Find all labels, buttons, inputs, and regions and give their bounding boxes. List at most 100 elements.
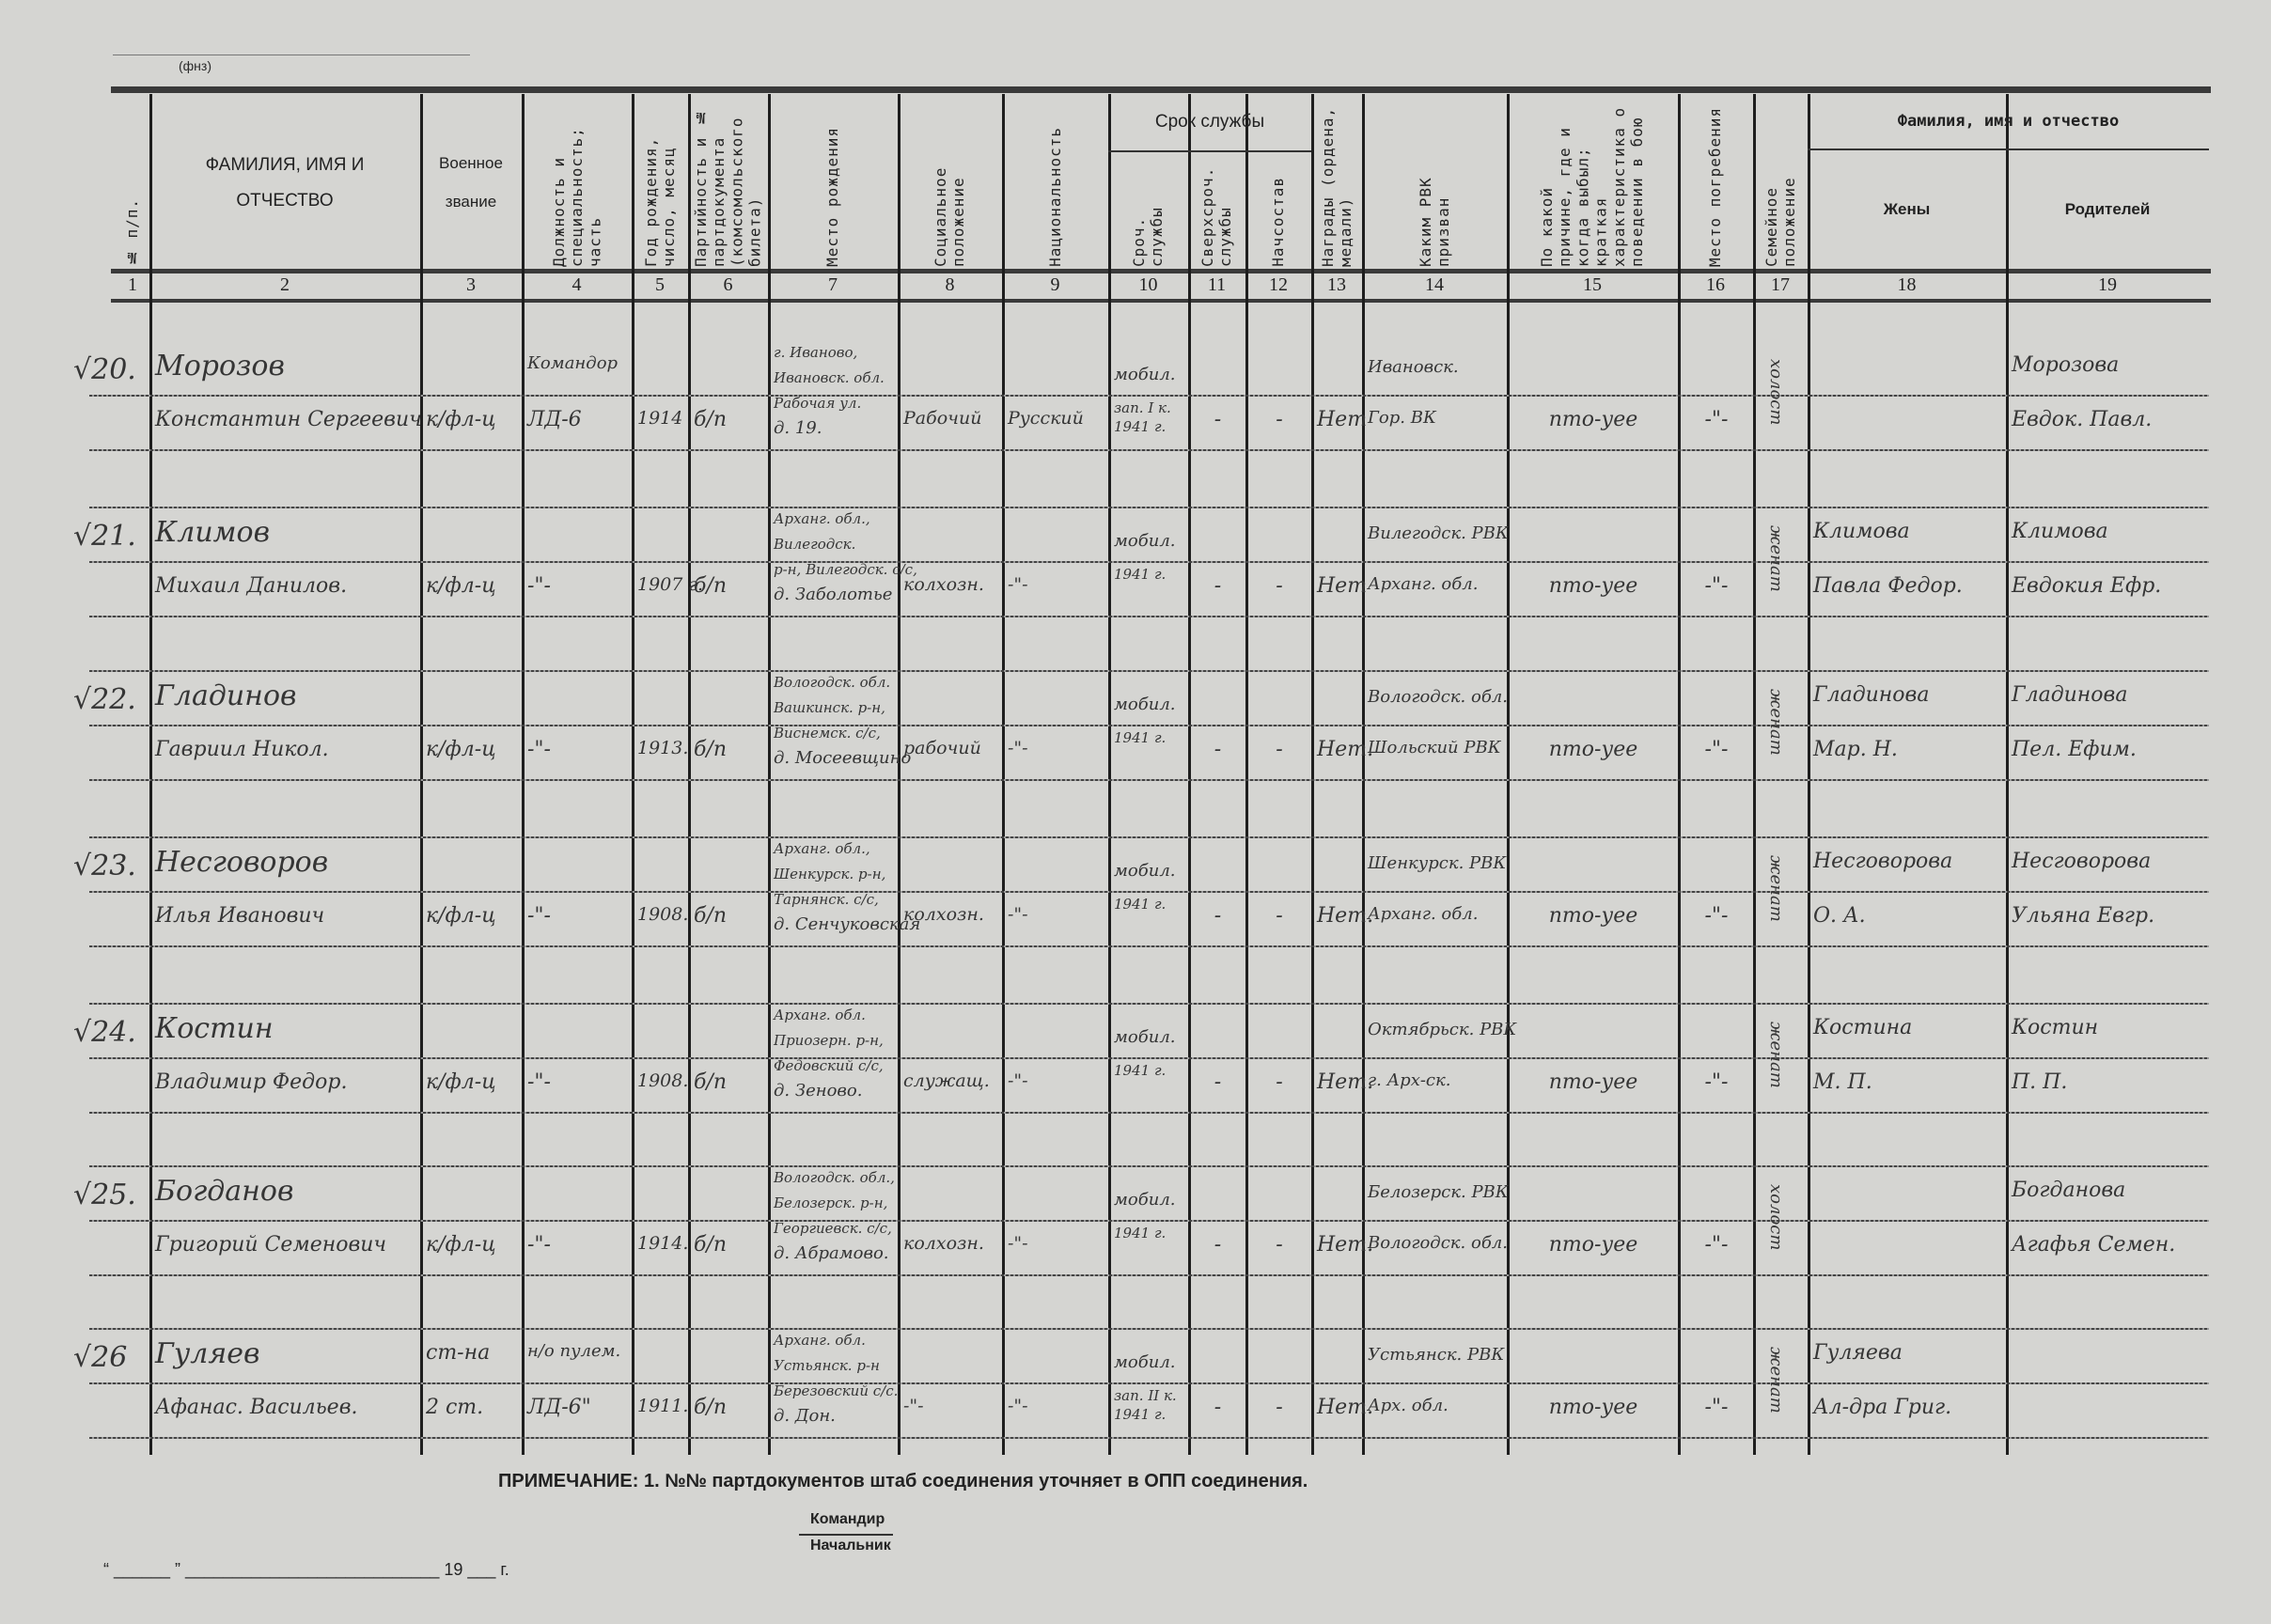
given-names: Владимир Федор. [155, 1070, 348, 1094]
row-rule [89, 1112, 2209, 1114]
parents-name: Пел. Ефим. [2012, 738, 2137, 761]
nationality: -"- [1008, 904, 1028, 925]
party: б/п [694, 904, 728, 928]
rank-line2: 2 ст. [426, 1396, 484, 1419]
column-number: 10 [1138, 274, 1158, 295]
column-number: 14 [1425, 274, 1444, 295]
entry-number: √22. [73, 683, 136, 716]
column-number: 2 [280, 274, 290, 295]
column-divider [1808, 94, 1810, 1455]
awards: Нет [1317, 408, 1368, 431]
awards: Нет. [1317, 904, 1374, 928]
header-c9: Национальность [1002, 94, 1108, 267]
header-label: Национальность [1045, 127, 1064, 267]
position-line1: н/о пулем. [527, 1341, 621, 1361]
reason: пто-уее [1548, 1233, 1638, 1257]
birth-year: 1914. [637, 1233, 689, 1254]
header-c8: Социальное положение [898, 94, 1002, 267]
row-rule [89, 945, 2209, 947]
birthplace-line: р-н, Вилегодск. с/с, [774, 561, 917, 578]
column-number: 6 [723, 274, 733, 295]
parents-name: Евдокия Ефр. [2012, 574, 2162, 598]
rvk-line2: Гор. ВК [1368, 408, 1436, 428]
entry-number: √26 [73, 1341, 128, 1374]
birthplace-line: д. Сенчуковская [774, 914, 921, 934]
signature-divider [799, 1534, 893, 1536]
header-c11: Сверхсроч. службы [1188, 152, 1245, 267]
service-line2: 1941 г. [1114, 1225, 1167, 1241]
surname: Гуляев [155, 1337, 260, 1370]
reason: пто-уее [1548, 904, 1638, 928]
birth-year: 1908. [637, 1070, 689, 1091]
rank-line2: к/фл-ц [426, 408, 496, 431]
position-line2: ЛД-6 [527, 408, 582, 431]
service-line1: мобил. [1114, 861, 1176, 881]
family-status: женат [1766, 855, 1786, 922]
birthplace-line: Георгиевск. с/с, [774, 1220, 892, 1237]
awards: Нет. [1317, 1233, 1374, 1257]
numbers-bottom-rule [111, 299, 2211, 303]
service-line1: мобил. [1114, 1190, 1176, 1210]
header-c12: Начсостав [1245, 152, 1311, 267]
row-rule [89, 1003, 2209, 1005]
footnote: ПРИМЕЧАНИЕ: 1. №№ партдокументов штаб со… [498, 1471, 1308, 1491]
column-number: 19 [2098, 274, 2117, 295]
header-label: Место погребения [1706, 106, 1725, 267]
rvk-line2: г. Арх-ск. [1368, 1070, 1451, 1090]
service-group-rule [1108, 150, 1311, 152]
service-line2: 1941 г. [1114, 566, 1167, 583]
reason: пто-уее [1548, 1070, 1638, 1094]
burial-place: -"- [1704, 1070, 1729, 1094]
service-line2: зап. II к. 1941 г. [1114, 1387, 1177, 1423]
party: б/п [694, 1396, 728, 1419]
column-divider [768, 94, 771, 1455]
rvk-line1: Вологодск. обл. [1368, 687, 1508, 707]
family-status: холост [1766, 359, 1786, 426]
extended-service: - [1214, 408, 1222, 431]
given-names: Гавриил Никол. [155, 738, 329, 761]
surname: Несговоров [155, 846, 329, 879]
given-names: Григорий Семенович [155, 1233, 387, 1257]
birthplace-line: Арханг. обл., [774, 510, 870, 527]
position-line2: -"- [527, 904, 551, 928]
birthplace-line: Березовский с/с. [774, 1382, 899, 1399]
service-line2: 1941 г. [1114, 896, 1167, 913]
rvk-line1: Ивановск. [1368, 357, 1459, 377]
column-divider [522, 94, 525, 1455]
column-number: 15 [1583, 274, 1602, 295]
extended-service: - [1214, 574, 1222, 598]
extended-service: - [1214, 1233, 1222, 1257]
service-line1: мобил. [1114, 1027, 1176, 1047]
family-status: женат [1766, 689, 1786, 756]
burial-place: -"- [1704, 1396, 1729, 1419]
social-status: колхозн. [903, 904, 984, 925]
service-line1: мобил. [1114, 695, 1176, 714]
entry-number: √23. [73, 850, 136, 882]
birthplace-line: д. Мосеевщино [774, 748, 912, 768]
header-label: Начсостав [1269, 177, 1288, 267]
parents-name: Ульяна Евгр. [2012, 904, 2155, 928]
parents-surname: Гладинова [2012, 683, 2128, 707]
extended-service: - [1214, 1396, 1222, 1419]
wife-name: О. А. [1813, 904, 1866, 928]
birthplace-line: Вологодск. обл. [774, 674, 891, 691]
command-staff: - [1276, 574, 1283, 598]
header-c14: Каким РВК призван [1362, 94, 1507, 267]
column-number: 13 [1327, 274, 1346, 295]
party: б/п [694, 574, 728, 598]
reason: пто-уее [1548, 574, 1638, 598]
header-label: Социальное положение [932, 166, 968, 267]
reason: пто-уее [1548, 738, 1638, 761]
family-status: женат [1766, 525, 1786, 592]
rank-line1: ст-на [426, 1341, 491, 1365]
column-number: 9 [1050, 274, 1060, 295]
awards: Нет [1317, 574, 1368, 598]
column-number: 8 [945, 274, 955, 295]
parents-name: Евдок. Павл. [2012, 408, 2153, 431]
column-divider [632, 94, 634, 1455]
birthplace-line: д. Дон. [774, 1406, 836, 1426]
birthplace-line: Федовский с/с, [774, 1057, 884, 1074]
column-divider [1362, 94, 1365, 1455]
column-divider [1188, 94, 1191, 1455]
birth-year: 1913. [637, 738, 689, 758]
